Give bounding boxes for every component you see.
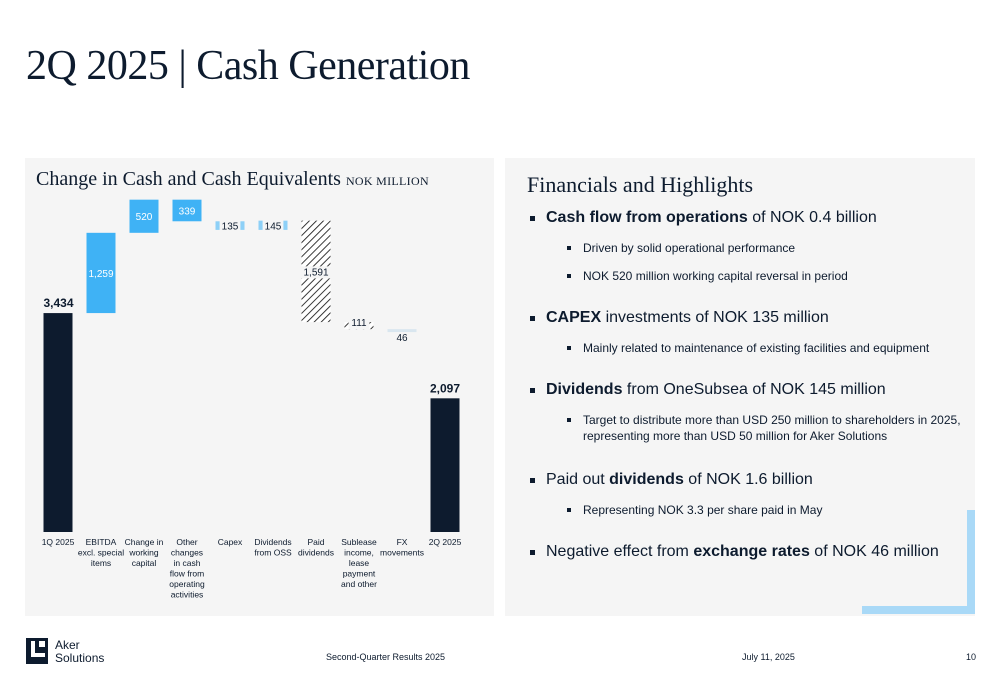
highlight-item: Dividends from OneSubsea of NOK 145 mill… bbox=[528, 380, 968, 444]
category-label: FX movements bbox=[380, 537, 424, 558]
highlight-item: Cash flow from operations of NOK 0.4 bil… bbox=[528, 208, 968, 284]
chart-panel: 3,434 1Q 2025 1,259 EBITDA excl. special item… bbox=[25, 158, 494, 616]
highlights-panel: Financials and Highlights Cash flow from… bbox=[505, 158, 975, 616]
highlight-detail: Target to distribute more than USD 250 m… bbox=[565, 412, 968, 444]
highlight-emphasis: Dividends bbox=[546, 381, 623, 398]
highlight-item: Negative effect from exchange rates of N… bbox=[528, 542, 968, 562]
category-label: Sublease income, lease payment and other bbox=[341, 537, 377, 589]
highlight-emphasis: Cash flow from operations bbox=[546, 209, 748, 226]
waterfall-chart: 3,434 1Q 2025 1,259 EBITDA excl. special item… bbox=[42, 199, 462, 600]
aker-logo-icon bbox=[26, 638, 48, 664]
data-label-background bbox=[262, 220, 284, 233]
corner-accent-vertical bbox=[967, 510, 975, 614]
highlights-list: Cash flow from operations of NOK 0.4 bil… bbox=[528, 208, 968, 562]
highlight-item: CAPEX investments of NOK 135 million Main… bbox=[528, 308, 968, 356]
data-label-background bbox=[348, 317, 370, 330]
highlight-emphasis: exchange rates bbox=[693, 543, 810, 560]
company-logo: Aker Solutions bbox=[26, 638, 136, 668]
highlights-title: Financials and Highlights bbox=[527, 172, 754, 197]
highlight-detail: Mainly related to maintenance of existin… bbox=[565, 340, 968, 356]
highlight-headline: Cash flow from operations of NOK 0.4 bil… bbox=[528, 208, 968, 228]
corner-accent-horizontal bbox=[862, 606, 975, 614]
category-label: Paid dividends bbox=[298, 537, 334, 558]
footer-page-number: 10 bbox=[966, 652, 977, 662]
category-label: Change in working capital bbox=[125, 537, 164, 568]
data-label: 520 bbox=[136, 212, 153, 223]
highlight-detail: Representing NOK 3.3 per share paid in M… bbox=[565, 502, 968, 518]
highlight-headline: Negative effect from exchange rates of N… bbox=[528, 542, 968, 562]
highlight-text: of NOK 0.4 billion bbox=[747, 209, 877, 226]
highlight-detail: NOK 520 million working capital reversal… bbox=[565, 268, 968, 284]
waterfall-bar bbox=[43, 313, 73, 532]
category-label: 2Q 2025 bbox=[429, 537, 462, 547]
category-label: Other changes in cash flow from operating act… bbox=[169, 537, 205, 600]
highlight-emphasis: CAPEX bbox=[546, 309, 602, 326]
waterfall-bar bbox=[129, 199, 159, 233]
category-label: 1Q 2025 bbox=[42, 537, 75, 547]
data-label: 2,097 bbox=[430, 381, 460, 395]
logo-text: Aker Solutions bbox=[55, 638, 105, 665]
highlight-text: of NOK 46 million bbox=[809, 543, 939, 560]
data-label: 145 bbox=[265, 221, 282, 232]
waterfall-bar bbox=[387, 329, 417, 333]
chart-title: Change in Cash and Cash Equivalents NOK … bbox=[36, 168, 429, 190]
waterfall-bar bbox=[430, 398, 460, 532]
waterfall-bar bbox=[172, 199, 202, 222]
data-label-background bbox=[394, 332, 410, 345]
highlight-text: from OneSubsea of NOK 145 million bbox=[622, 381, 886, 398]
data-label: 111 bbox=[351, 318, 367, 329]
data-label: 3,434 bbox=[44, 296, 74, 310]
data-label: 1,591 bbox=[303, 267, 328, 278]
highlight-headline: Dividends from OneSubsea of NOK 145 mill… bbox=[528, 380, 968, 400]
highlight-text: of NOK 1.6 billion bbox=[683, 471, 813, 488]
data-label: 46 bbox=[396, 333, 408, 344]
data-label: 339 bbox=[179, 206, 196, 217]
footer-date: July 11, 2025 bbox=[742, 652, 795, 662]
footer-presentation-title: Second-Quarter Results 2025 bbox=[326, 652, 446, 662]
highlight-text: investments of NOK 135 million bbox=[601, 309, 829, 326]
highlight-headline: CAPEX investments of NOK 135 million bbox=[528, 308, 968, 328]
data-label-background bbox=[300, 266, 332, 279]
waterfall-bar bbox=[86, 232, 116, 314]
data-label-background bbox=[219, 220, 241, 233]
category-label: Dividends from OSS bbox=[254, 537, 292, 558]
page-title: 2Q 2025 | Cash Generation bbox=[26, 43, 470, 89]
highlight-item: Paid out dividends of NOK 1.6 billion Rep… bbox=[528, 470, 968, 518]
highlight-headline: Paid out dividends of NOK 1.6 billion bbox=[528, 470, 968, 490]
category-label: Capex bbox=[218, 537, 243, 547]
highlight-emphasis: dividends bbox=[609, 471, 684, 488]
highlight-detail: Driven by solid operational performance bbox=[565, 240, 968, 256]
category-label: EBITDA excl. special items bbox=[78, 537, 124, 568]
data-label: 1,259 bbox=[88, 269, 113, 280]
highlight-text: Paid out bbox=[546, 471, 610, 488]
data-label: 135 bbox=[222, 222, 239, 233]
chart-unit: NOK MILLION bbox=[345, 174, 429, 188]
highlight-text: Negative effect from bbox=[546, 543, 694, 560]
